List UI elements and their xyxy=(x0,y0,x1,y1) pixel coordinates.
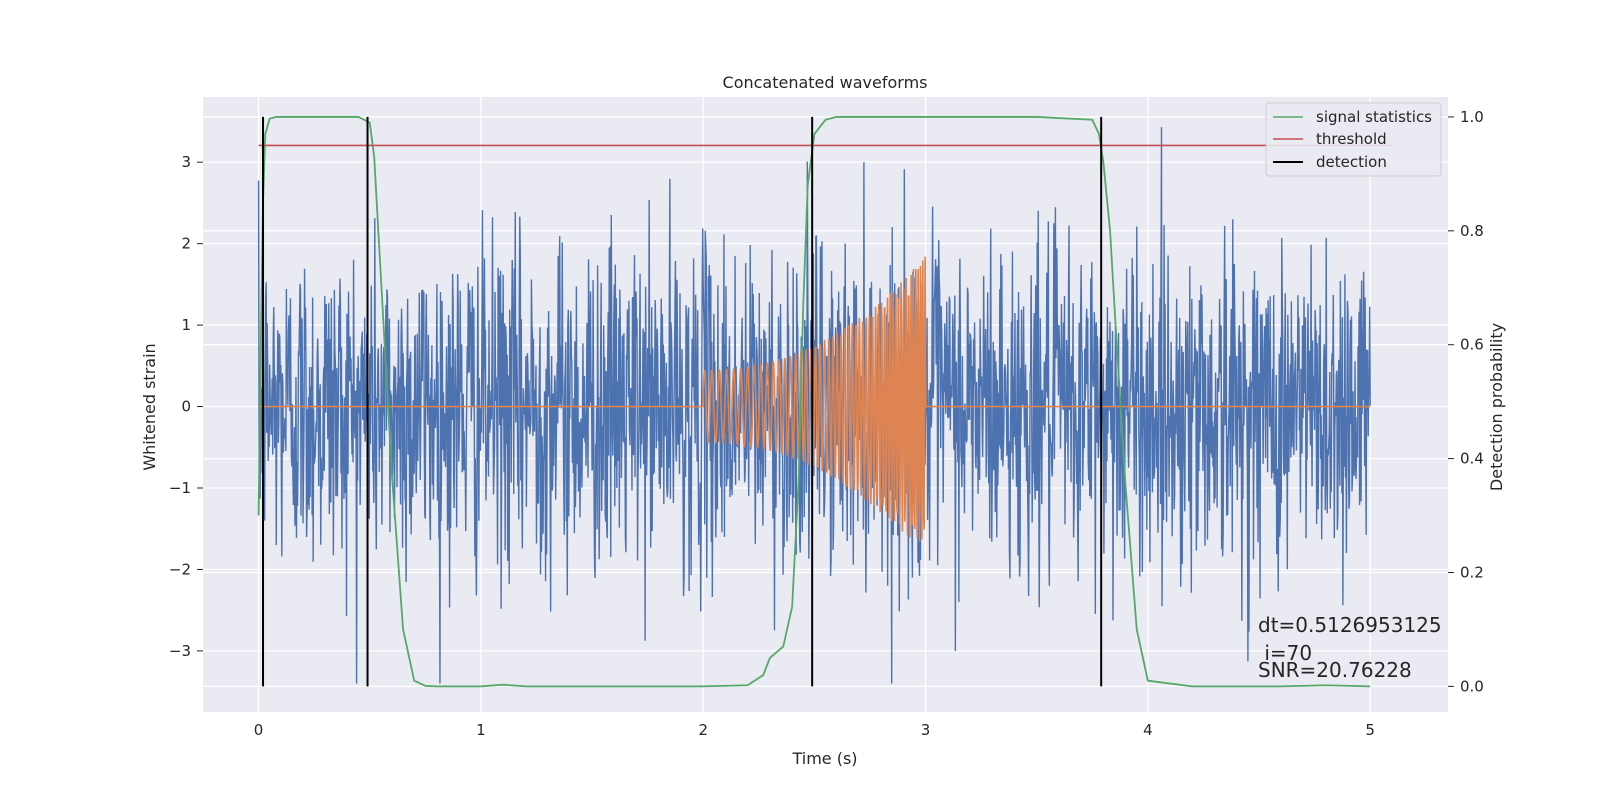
chirp-line xyxy=(258,256,1371,542)
y-tick-label-left: 2 xyxy=(181,235,191,253)
signal-statistics-line xyxy=(257,116,1371,688)
legend: signal statistics threshold detection xyxy=(1265,102,1442,177)
noise-line xyxy=(257,127,1371,684)
x-tick-label: 4 xyxy=(1143,721,1153,739)
y-tick-label-left: 3 xyxy=(181,153,191,171)
y-tick-labels-left: −3 −2 −1 0 1 2 3 xyxy=(169,153,203,660)
series-detection xyxy=(262,116,1103,687)
x-tick-labels: 0 1 2 3 4 5 xyxy=(254,721,1375,739)
legend-box xyxy=(1265,102,1442,177)
chart-title: Concatenated waveforms xyxy=(723,73,928,92)
y-tick-labels-right: 0.0 0.2 0.4 0.6 0.8 1.0 xyxy=(1448,108,1484,695)
y-axis-label-right: Detection probability xyxy=(1487,323,1506,491)
legend-label-detection: detection xyxy=(1316,153,1387,171)
legend-label-signal-statistics: signal statistics xyxy=(1316,108,1432,126)
annotation-dt: dt=0.5126953125 xyxy=(1258,613,1442,637)
legend-label-threshold: threshold xyxy=(1316,130,1387,148)
x-tick-label: 0 xyxy=(254,721,264,739)
x-tick-label: 3 xyxy=(921,721,931,739)
x-tick-label: 1 xyxy=(476,721,486,739)
annotation-snr: SNR=20.76228 xyxy=(1258,658,1412,682)
x-tick-label: 5 xyxy=(1365,721,1375,739)
y-axis-label-left: Whitened strain xyxy=(140,343,159,470)
y-tick-label-right: 0.0 xyxy=(1460,677,1484,695)
y-tick-label-right: 0.4 xyxy=(1460,450,1484,468)
y-tick-label-left: −3 xyxy=(169,642,191,660)
x-axis-label: Time (s) xyxy=(791,749,857,768)
series-signal-statistics xyxy=(257,116,1371,688)
y-tick-label-right: 0.8 xyxy=(1460,222,1484,240)
series-injected-waveform xyxy=(258,256,1371,542)
y-tick-label-left: 1 xyxy=(181,316,191,334)
x-tick-label: 2 xyxy=(698,721,708,739)
y-tick-label-right: 0.6 xyxy=(1460,336,1484,354)
y-tick-label-right: 1.0 xyxy=(1460,108,1484,126)
y-tick-label-left: −1 xyxy=(169,479,191,497)
y-tick-label-left: −2 xyxy=(169,560,191,578)
y-tick-label-right: 0.2 xyxy=(1460,563,1484,581)
annotation-index: i=70 xyxy=(1258,641,1312,665)
series-whitened-strain xyxy=(257,127,1371,684)
y-tick-label-left: 0 xyxy=(181,398,191,416)
